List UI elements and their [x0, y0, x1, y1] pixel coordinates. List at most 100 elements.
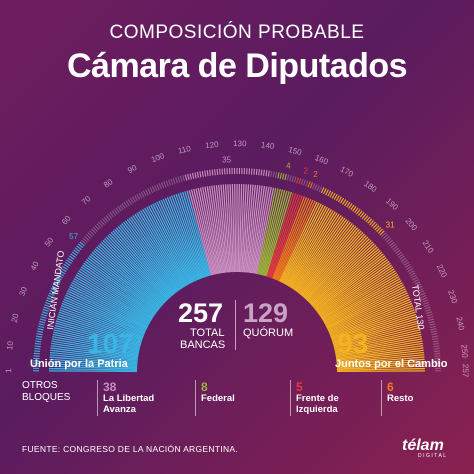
seat-mark: [108, 233, 170, 299]
seat-mark: [333, 322, 419, 347]
inner-seat-mark: [74, 247, 81, 252]
inner-seat-mark: [260, 169, 263, 176]
inner-seat-mark: [41, 311, 48, 315]
seat-mark: [144, 207, 189, 286]
inner-seat-mark: [175, 177, 178, 184]
seat-mark: [53, 329, 140, 351]
seat-mark: [304, 233, 366, 299]
inner-seat-mark: [46, 297, 53, 301]
seat-mark: [229, 184, 234, 273]
inner-seat-mark: [316, 185, 320, 192]
inner-seat-mark: [158, 183, 163, 190]
inner-seat-mark: [54, 279, 61, 283]
seat-mark: [162, 198, 199, 281]
seat-mark: [329, 300, 412, 336]
tick-label: 50: [43, 235, 56, 248]
inner-seat-mark: [39, 318, 46, 322]
seat-mark: [158, 200, 197, 282]
inner-seat-mark: [377, 228, 383, 234]
seat-mark: [272, 196, 306, 279]
inner-seat-mark: [354, 207, 359, 213]
inner-seat-mark: [320, 187, 325, 194]
inner-seat-mark: [267, 170, 270, 177]
inner-seat-mark: [356, 209, 361, 215]
inner-seat-mark: [161, 182, 165, 189]
inner-seat-mark: [35, 340, 42, 343]
inner-seat-mark: [309, 182, 313, 189]
seat-mark: [285, 207, 330, 286]
seat-mark: [279, 201, 318, 282]
tick-label: 1: [4, 368, 13, 373]
seat-mark: [298, 224, 355, 295]
seat-mark: [292, 216, 344, 290]
kicker-title: COMPOSICIÓN PROBABLE: [109, 22, 365, 43]
inner-seat-mark: [350, 204, 355, 211]
seat-mark: [336, 351, 425, 363]
inner-seat-mark: [138, 192, 143, 199]
seat-mark: [336, 347, 424, 360]
seat-mark: [59, 309, 143, 340]
other-bloc-value: 8: [201, 380, 208, 394]
seat-mark: [325, 284, 404, 327]
seat-mark: [64, 296, 146, 333]
other-bloc-label: Izquierda: [296, 403, 338, 415]
inner-seat-mark: [432, 337, 439, 341]
seat-mark: [54, 326, 140, 350]
inner-seat-mark: [419, 292, 426, 296]
seat-mark: [57, 315, 142, 344]
seat-mark: [67, 290, 148, 330]
inner-arc-label: 57: [69, 232, 78, 241]
seat-mark: [314, 253, 384, 310]
seat-mark: [258, 188, 279, 275]
tick-label: 80: [102, 177, 115, 190]
seat-mark: [105, 236, 168, 301]
inner-seat-mark: [300, 178, 304, 185]
inner-seat-mark: [136, 194, 141, 200]
inner-seat-mark: [361, 213, 367, 219]
seat-mark: [332, 315, 417, 344]
seat-mark: [295, 220, 350, 292]
seat-mark: [164, 197, 200, 280]
inner-seat-mark: [80, 239, 87, 245]
seat-mark: [91, 251, 161, 309]
divider: [97, 380, 98, 416]
seat-mark: [307, 239, 372, 303]
seat-mark: [288, 211, 336, 288]
seat-mark: [238, 184, 243, 273]
seat-mark: [322, 274, 399, 321]
other-bloc-label: Frente de: [296, 393, 339, 404]
tick-label: 210: [421, 239, 436, 256]
inner-seat-mark: [45, 301, 52, 305]
seat-mark: [303, 231, 364, 299]
seat-mark: [84, 260, 157, 314]
inner-seat-mark: [35, 337, 42, 341]
inner-seat-mark: [422, 301, 429, 305]
seat-mark: [90, 253, 160, 310]
seat-mark: [160, 199, 198, 281]
seat-mark: [128, 217, 181, 291]
seat-mark: [202, 187, 220, 274]
right-bloc-label: Juntos por el Cambio: [335, 358, 448, 370]
inner-seat-mark: [340, 197, 345, 204]
seat-mark: [100, 241, 166, 304]
inner-seat-mark: [163, 181, 167, 188]
seat-mark: [336, 367, 425, 371]
seat-mark: [195, 188, 216, 275]
inner-seat-mark: [387, 239, 394, 245]
seat-mark: [50, 349, 138, 362]
seat-mark: [294, 218, 348, 292]
inner-seat-mark: [399, 255, 406, 260]
seat-mark: [49, 367, 138, 371]
inner-seat-mark: [67, 257, 74, 262]
inner-seat-mark: [34, 347, 41, 350]
seat-mark: [284, 206, 328, 285]
inner-seat-mark: [59, 270, 66, 275]
seat-mark: [204, 186, 221, 274]
inner-seat-mark: [305, 180, 309, 187]
inner-seat-mark: [433, 347, 440, 350]
quorum-label: QUÓRUM: [243, 327, 294, 339]
seat-mark: [328, 296, 410, 333]
seat-mark: [168, 196, 202, 279]
other-bloc-label: Avanza: [103, 403, 136, 415]
inner-seat-mark: [434, 352, 441, 355]
